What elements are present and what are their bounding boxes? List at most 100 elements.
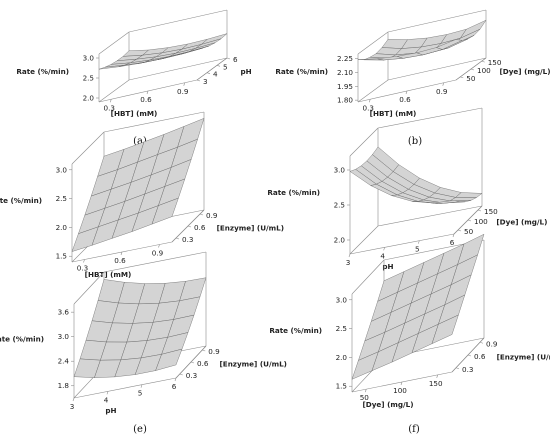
x-tick-label: 0.3	[104, 103, 115, 112]
x-axis-line	[73, 377, 177, 399]
y-tick	[467, 219, 472, 222]
z-axis-label: Rate (%/min)	[267, 188, 320, 197]
y-tick-label: 6	[233, 55, 238, 64]
x-tick-label: 0.9	[177, 87, 189, 96]
y-tick-label: 50	[466, 74, 476, 83]
z-tick-label: 3.0	[336, 295, 348, 304]
y-axis-label: [Enzyme] (U/mL)	[220, 359, 287, 368]
x-tick-label: 3	[70, 402, 75, 411]
y-tick	[202, 349, 206, 352]
y-tick	[477, 209, 482, 212]
z-tick-label: 2.4	[58, 357, 70, 366]
y-axis-label: pH	[241, 67, 252, 76]
panel-caption: (e)	[133, 424, 147, 435]
z-axis-label: Rate (%/min)	[0, 335, 44, 344]
y-tick-label: 150	[484, 207, 498, 216]
y-tick-label: 0.9	[206, 211, 218, 220]
z-tick-label: 2.0	[56, 223, 68, 232]
z-tick-label: 2.0	[83, 94, 95, 103]
box-edge	[349, 127, 379, 157]
surface-cell	[179, 277, 207, 302]
x-tick	[146, 90, 149, 95]
box-edge	[357, 31, 389, 55]
box-edge	[128, 57, 228, 81]
box-edge	[71, 131, 105, 165]
box-edge	[128, 9, 228, 33]
y-tick-label: 0.6	[194, 223, 206, 232]
y-tick	[481, 60, 485, 63]
z-tick-label: 2.0	[334, 236, 346, 245]
surface-cell	[433, 200, 460, 204]
z-tick-label: 2.5	[336, 324, 347, 333]
x-tick-label: 4	[104, 395, 109, 404]
surface-mesh	[98, 33, 228, 70]
x-tick-label: 4	[380, 251, 385, 260]
x-tick	[120, 251, 123, 256]
z-axis-label: Rate (%/min)	[275, 67, 328, 76]
x-tick	[405, 90, 408, 95]
box-edge	[351, 259, 385, 295]
z-tick-label: 3.0	[334, 166, 346, 175]
z-tick-label: 3.0	[83, 54, 95, 63]
panel-caption: (a)	[133, 136, 147, 147]
z-tick-label: 2.5	[83, 74, 94, 83]
y-tick	[190, 361, 195, 364]
y-axis-label: [Dye] (mg/L)	[496, 218, 547, 227]
surface-mesh	[73, 277, 207, 378]
x-tick-label: 150	[429, 379, 443, 388]
z-tick-label: 1.5	[56, 252, 67, 261]
surface-mesh	[349, 146, 483, 204]
surface-mesh	[357, 19, 487, 61]
box-edge	[103, 111, 205, 133]
x-tick-label: 6	[172, 382, 177, 391]
y-tick	[216, 65, 221, 67]
y-tick	[226, 57, 231, 60]
y-tick-label: 0.3	[186, 371, 197, 380]
x-tick-label: 6	[450, 238, 455, 247]
x-tick	[83, 259, 85, 263]
z-tick-label: 1.95	[337, 82, 353, 91]
x-tick	[436, 374, 438, 378]
x-axis-label: [HBT] (mM)	[370, 109, 417, 118]
y-tick	[187, 225, 192, 228]
box-edge	[103, 251, 207, 273]
y-tick	[460, 76, 464, 79]
z-tick-label: 3.6	[58, 308, 70, 317]
y-tick-label: 0.9	[208, 347, 220, 356]
box-edge	[387, 57, 487, 81]
box-edge	[387, 9, 487, 33]
x-tick	[368, 99, 371, 103]
y-tick-label: 5	[223, 62, 228, 71]
y-tick-label: 150	[488, 58, 502, 67]
x-axis-label: [HBT] (mM)	[85, 270, 132, 279]
x-tick	[452, 233, 455, 238]
surface-mesh	[351, 233, 485, 380]
y-axis-label: [Enzyme] (U/mL)	[497, 352, 550, 361]
x-tick	[400, 381, 403, 386]
box-edge	[349, 225, 379, 255]
x-tick-label: 5	[138, 389, 143, 398]
z-tick-label: 1.5	[336, 382, 347, 391]
x-tick	[106, 391, 109, 395]
y-tick	[175, 237, 180, 240]
y-tick-label: 0.3	[182, 235, 193, 244]
x-tick	[183, 82, 186, 86]
x-tick	[158, 244, 160, 248]
surface-cell	[151, 197, 179, 225]
z-axis-label: Rate (%/min)	[0, 196, 42, 205]
z-tick-label: 3.0	[58, 332, 70, 341]
x-axis-label: [Dye] (mg/L)	[362, 400, 413, 409]
z-tick-label: 2.0	[336, 353, 348, 362]
y-axis-line	[196, 57, 228, 81]
y-tick-label: 100	[474, 217, 488, 226]
y-tick	[179, 373, 183, 376]
x-tick-label: 0.3	[363, 103, 374, 112]
x-tick	[174, 377, 177, 382]
x-tick-label: 0.6	[399, 95, 411, 104]
x-axis-line	[349, 233, 455, 255]
x-tick	[442, 82, 445, 86]
x-tick-label: 0.6	[114, 256, 126, 265]
z-axis-label: Rate (%/min)	[269, 326, 322, 335]
